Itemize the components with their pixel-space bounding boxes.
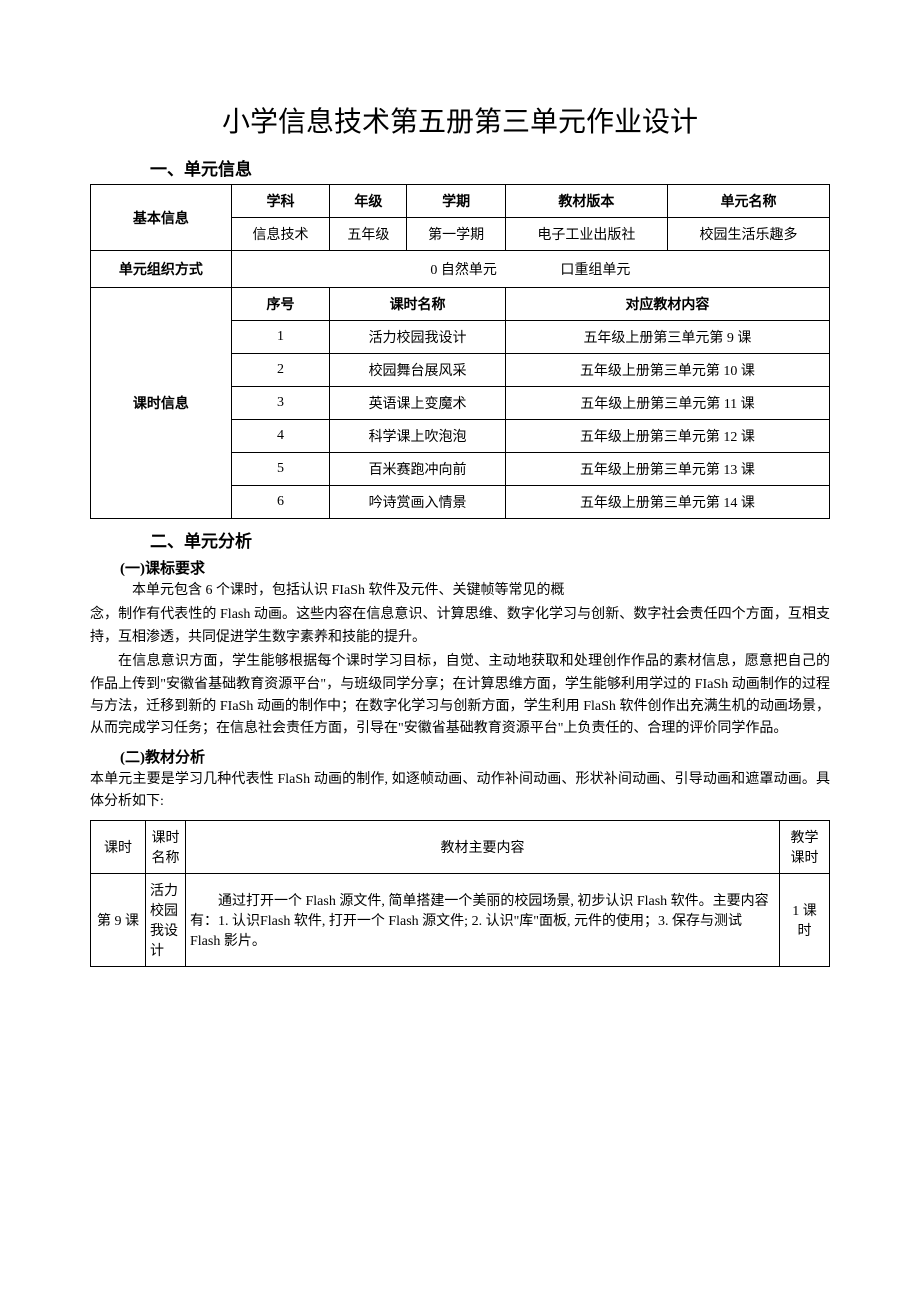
lesson-seq: 3	[231, 387, 329, 420]
section2-heading: 二、单元分析	[90, 527, 830, 552]
row1-content-text: 通过打开一个 Flash 源文件, 简单搭建一个美丽的校园场景, 初步认识 Fl…	[190, 890, 775, 950]
value-grade: 五年级	[330, 218, 407, 251]
value-unitname: 校园生活乐趣多	[667, 218, 829, 251]
header-unitname: 单元名称	[667, 185, 829, 218]
basic-info-label: 基本信息	[91, 185, 232, 251]
value-textbook: 电子工业出版社	[505, 218, 667, 251]
lesson-name: 吟诗赏画入情景	[330, 486, 506, 519]
section1-heading: 一、单元信息	[90, 155, 830, 180]
table-row: 第 9 课 活力校园我设计 通过打开一个 Flash 源文件, 简单搭建一个美丽…	[91, 873, 830, 966]
table-row: 基本信息 学科 年级 学期 教材版本 单元名称	[91, 185, 830, 218]
lesson-name: 英语课上变魔术	[330, 387, 506, 420]
lesson-seq: 2	[231, 354, 329, 387]
sub1-heading: (一)课标要求	[90, 557, 830, 578]
lesson-header-name: 课时名称	[330, 288, 506, 321]
table-row: 课时 课时名称 教材主要内容 教学课时	[91, 820, 830, 873]
lesson-seq: 4	[231, 420, 329, 453]
lesson-seq: 6	[231, 486, 329, 519]
value-semester: 第一学期	[407, 218, 505, 251]
header-duration: 教学课时	[780, 820, 830, 873]
lesson-name: 百米赛跑冲向前	[330, 453, 506, 486]
value-subject: 信息技术	[231, 218, 329, 251]
unit-org-label: 单元组织方式	[91, 251, 232, 288]
unit-info-table: 基本信息 学科 年级 学期 教材版本 单元名称 信息技术 五年级 第一学期 电子…	[90, 184, 830, 519]
lesson-header-seq: 序号	[231, 288, 329, 321]
header-subject: 学科	[231, 185, 329, 218]
lesson-name: 校园舞台展风采	[330, 354, 506, 387]
textbook-analysis-table: 课时 课时名称 教材主要内容 教学课时 第 9 课 活力校园我设计 通过打开一个…	[90, 820, 830, 967]
header-textbook: 教材版本	[505, 185, 667, 218]
lesson-content: 五年级上册第三单元第 11 课	[505, 387, 829, 420]
header-grade: 年级	[330, 185, 407, 218]
row1-name: 活力校园我设计	[146, 873, 186, 966]
lesson-content: 五年级上册第三单元第 13 课	[505, 453, 829, 486]
row1-lesson: 第 9 课	[91, 873, 146, 966]
header-name: 课时名称	[146, 820, 186, 873]
sub2-p1: 本单元主要是学习几种代表性 FlaSh 动画的制作, 如逐帧动画、动作补间动画、…	[90, 769, 830, 814]
header-lesson: 课时	[91, 820, 146, 873]
org-option-reorg: 口重组单元	[560, 259, 630, 279]
page-title: 小学信息技术第五册第三单元作业设计	[90, 100, 830, 140]
lesson-seq: 5	[231, 453, 329, 486]
sub1-p1: 本单元包含 6 个课时，包括认识 FIaSh 软件及元件、关键帧等常见的概	[90, 580, 830, 602]
lesson-content: 五年级上册第三单元第 14 课	[505, 486, 829, 519]
row1-duration: 1 课 时	[780, 873, 830, 966]
unit-org-value: 0 自然单元 口重组单元	[231, 251, 829, 288]
lesson-seq: 1	[231, 321, 329, 354]
sub2-heading: (二)教材分析	[90, 746, 830, 767]
table-row: 单元组织方式 0 自然单元 口重组单元	[91, 251, 830, 288]
lesson-info-label: 课时信息	[91, 288, 232, 519]
lesson-name: 科学课上吹泡泡	[330, 420, 506, 453]
lesson-content: 五年级上册第三单元第 9 课	[505, 321, 829, 354]
lesson-name: 活力校园我设计	[330, 321, 506, 354]
row1-content: 通过打开一个 Flash 源文件, 简单搭建一个美丽的校园场景, 初步认识 Fl…	[186, 873, 780, 966]
header-content: 教材主要内容	[186, 820, 780, 873]
header-semester: 学期	[407, 185, 505, 218]
lesson-content: 五年级上册第三单元第 10 课	[505, 354, 829, 387]
table-row: 课时信息 序号 课时名称 对应教材内容	[91, 288, 830, 321]
sub1-p2: 念，制作有代表性的 Flash 动画。这些内容在信息意识、计算思维、数字化学习与…	[90, 604, 830, 649]
lesson-header-content: 对应教材内容	[505, 288, 829, 321]
sub1-p3: 在信息意识方面，学生能够根据每个课时学习目标，自觉、主动地获取和处理创作作品的素…	[90, 651, 830, 741]
org-option-natural: 0 自然单元	[430, 259, 497, 279]
lesson-content: 五年级上册第三单元第 12 课	[505, 420, 829, 453]
